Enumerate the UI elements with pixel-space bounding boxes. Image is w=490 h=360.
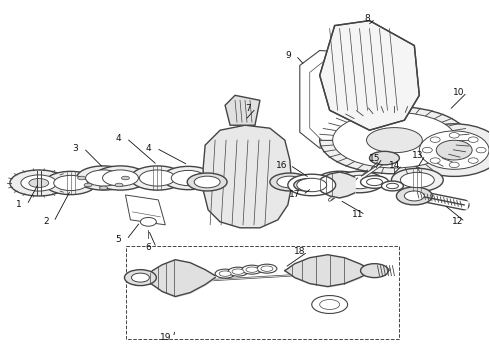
Ellipse shape bbox=[232, 269, 244, 274]
Ellipse shape bbox=[99, 186, 107, 190]
Ellipse shape bbox=[162, 166, 214, 190]
Text: 18: 18 bbox=[294, 247, 306, 256]
Text: 17: 17 bbox=[289, 190, 300, 199]
Ellipse shape bbox=[10, 170, 68, 196]
Ellipse shape bbox=[449, 132, 459, 138]
Ellipse shape bbox=[333, 112, 456, 168]
Ellipse shape bbox=[396, 187, 432, 205]
Ellipse shape bbox=[94, 166, 147, 190]
Text: 12: 12 bbox=[451, 217, 463, 226]
Ellipse shape bbox=[430, 137, 440, 143]
Text: 10: 10 bbox=[453, 88, 465, 97]
Ellipse shape bbox=[422, 147, 432, 153]
Text: 15: 15 bbox=[369, 154, 380, 163]
Ellipse shape bbox=[228, 267, 248, 276]
Ellipse shape bbox=[102, 170, 138, 186]
Ellipse shape bbox=[141, 217, 156, 226]
Text: 14: 14 bbox=[389, 161, 400, 170]
Text: 16: 16 bbox=[276, 161, 288, 170]
Ellipse shape bbox=[367, 127, 422, 153]
Ellipse shape bbox=[404, 191, 424, 201]
Ellipse shape bbox=[270, 173, 310, 191]
Text: 6: 6 bbox=[146, 243, 151, 252]
Ellipse shape bbox=[419, 131, 489, 169]
Ellipse shape bbox=[257, 264, 277, 273]
Ellipse shape bbox=[219, 271, 231, 276]
Ellipse shape bbox=[130, 166, 184, 190]
Polygon shape bbox=[310, 60, 397, 140]
Polygon shape bbox=[203, 125, 292, 228]
Ellipse shape bbox=[400, 172, 434, 188]
Ellipse shape bbox=[140, 170, 175, 186]
Ellipse shape bbox=[344, 175, 374, 189]
Polygon shape bbox=[319, 21, 419, 130]
Text: 11: 11 bbox=[352, 210, 363, 219]
Text: 5: 5 bbox=[116, 235, 122, 244]
Ellipse shape bbox=[21, 175, 57, 191]
Ellipse shape bbox=[76, 166, 130, 190]
Ellipse shape bbox=[124, 270, 156, 285]
Text: 9: 9 bbox=[285, 51, 291, 60]
Ellipse shape bbox=[382, 181, 403, 191]
Text: 1: 1 bbox=[16, 201, 22, 210]
Ellipse shape bbox=[187, 173, 227, 191]
Text: 3: 3 bbox=[73, 144, 78, 153]
Ellipse shape bbox=[122, 176, 129, 180]
Polygon shape bbox=[300, 50, 404, 148]
Text: 4: 4 bbox=[146, 144, 151, 153]
Text: 8: 8 bbox=[365, 14, 370, 23]
Ellipse shape bbox=[436, 140, 472, 160]
Ellipse shape bbox=[54, 175, 88, 190]
Ellipse shape bbox=[115, 183, 123, 187]
Polygon shape bbox=[125, 195, 165, 225]
Ellipse shape bbox=[392, 168, 443, 192]
Ellipse shape bbox=[45, 171, 97, 195]
Ellipse shape bbox=[131, 273, 149, 282]
Ellipse shape bbox=[215, 269, 235, 278]
Ellipse shape bbox=[316, 171, 364, 193]
Ellipse shape bbox=[242, 265, 262, 274]
Ellipse shape bbox=[369, 151, 399, 165]
Ellipse shape bbox=[297, 178, 327, 192]
Ellipse shape bbox=[361, 176, 389, 188]
Ellipse shape bbox=[430, 158, 440, 163]
Ellipse shape bbox=[406, 124, 490, 176]
Ellipse shape bbox=[387, 183, 398, 189]
Ellipse shape bbox=[468, 158, 478, 163]
Ellipse shape bbox=[29, 179, 49, 188]
Text: 7: 7 bbox=[245, 104, 251, 113]
FancyBboxPatch shape bbox=[126, 246, 399, 339]
Ellipse shape bbox=[261, 266, 273, 271]
Ellipse shape bbox=[476, 147, 486, 153]
Ellipse shape bbox=[194, 176, 220, 188]
Ellipse shape bbox=[325, 175, 355, 189]
Ellipse shape bbox=[288, 174, 336, 196]
Ellipse shape bbox=[86, 170, 122, 186]
Ellipse shape bbox=[312, 296, 347, 314]
Text: 19: 19 bbox=[160, 333, 171, 342]
Ellipse shape bbox=[294, 179, 322, 191]
Ellipse shape bbox=[77, 176, 86, 180]
Polygon shape bbox=[225, 95, 260, 125]
Text: 13: 13 bbox=[412, 150, 423, 159]
Ellipse shape bbox=[336, 171, 384, 193]
Ellipse shape bbox=[277, 176, 303, 188]
Ellipse shape bbox=[319, 107, 469, 174]
Ellipse shape bbox=[246, 267, 258, 273]
Text: 4: 4 bbox=[116, 134, 122, 143]
Ellipse shape bbox=[449, 162, 459, 168]
Ellipse shape bbox=[468, 137, 478, 143]
Ellipse shape bbox=[319, 300, 340, 310]
Ellipse shape bbox=[367, 179, 383, 185]
Text: 2: 2 bbox=[43, 217, 49, 226]
Ellipse shape bbox=[172, 170, 205, 186]
Ellipse shape bbox=[84, 183, 92, 187]
Ellipse shape bbox=[361, 264, 389, 278]
